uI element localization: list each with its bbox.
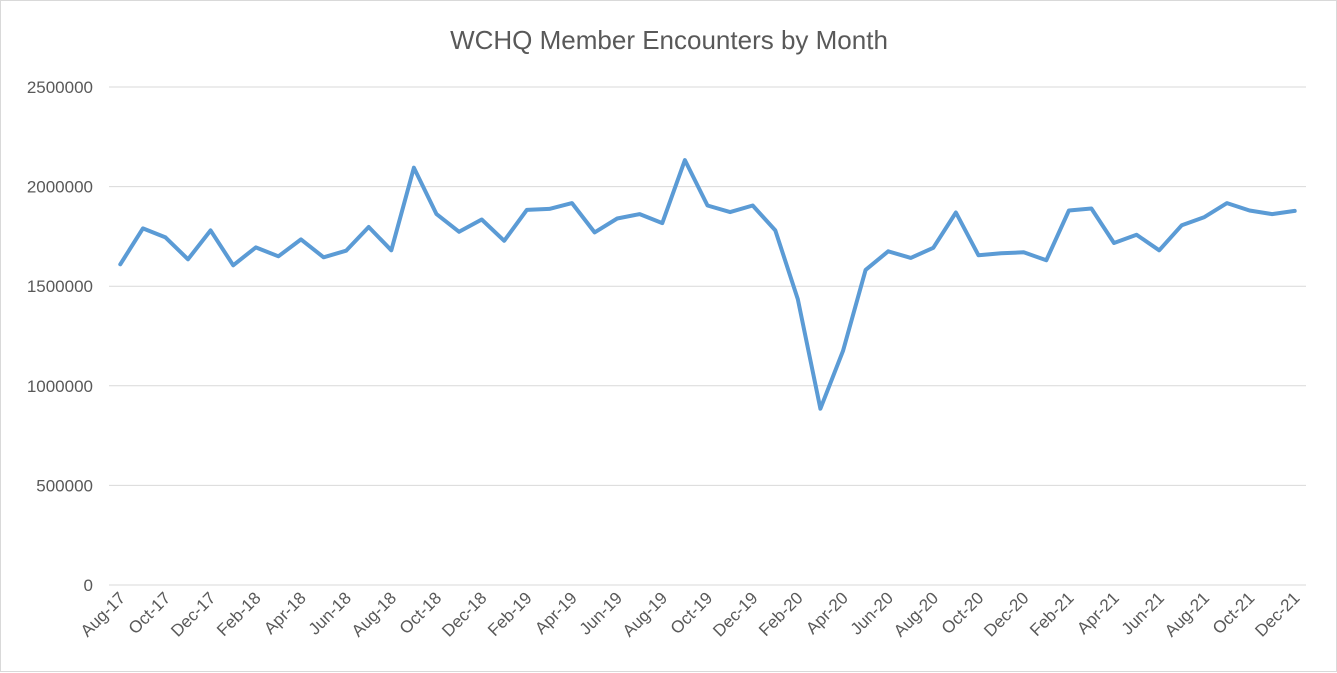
x-tick-label: Jun-18 bbox=[305, 588, 355, 638]
y-tick-label: 1000000 bbox=[27, 377, 93, 396]
y-tick-label: 1500000 bbox=[27, 277, 93, 296]
x-tick-label: Aug-18 bbox=[348, 588, 400, 640]
y-axis-ticks: 0 500000 1000000 1500000 2000000 2500000 bbox=[27, 78, 93, 595]
x-tick-label: Aug-21 bbox=[1161, 588, 1213, 640]
x-tick-label: Aug-20 bbox=[890, 588, 942, 640]
series-line bbox=[118, 158, 1297, 411]
x-tick-label: Aug-19 bbox=[619, 588, 671, 640]
x-tick-label: Oct-17 bbox=[125, 588, 175, 638]
x-tick-label: Apr-18 bbox=[260, 588, 310, 638]
x-tick-label: Jun-19 bbox=[576, 588, 626, 638]
x-tick-label: Dec-17 bbox=[167, 588, 219, 640]
chart-title: WCHQ Member Encounters by Month bbox=[450, 25, 888, 55]
x-tick-label: Feb-21 bbox=[1026, 588, 1078, 640]
x-tick-label: Feb-19 bbox=[484, 588, 536, 640]
y-tick-label: 2500000 bbox=[27, 78, 93, 97]
x-tick-label: Apr-21 bbox=[1073, 588, 1123, 638]
x-tick-label: Oct-18 bbox=[396, 588, 446, 638]
x-tick-label: Oct-21 bbox=[1209, 588, 1259, 638]
x-tick-label: Apr-20 bbox=[802, 588, 852, 638]
x-tick-label: Aug-17 bbox=[77, 588, 129, 640]
x-tick-label: Jun-21 bbox=[1118, 588, 1168, 638]
x-tick-label: Dec-19 bbox=[709, 588, 761, 640]
x-tick-label: Dec-20 bbox=[980, 588, 1032, 640]
gridlines bbox=[109, 86, 1306, 586]
y-tick-label: 500000 bbox=[36, 476, 93, 495]
x-tick-label: Oct-20 bbox=[938, 588, 988, 638]
x-tick-label: Feb-20 bbox=[755, 588, 807, 640]
x-axis-ticks: Aug-17Oct-17Dec-17Feb-18Apr-18Jun-18Aug-… bbox=[77, 588, 1304, 640]
x-tick-label: Jun-20 bbox=[847, 588, 897, 638]
x-tick-label: Feb-18 bbox=[213, 588, 265, 640]
x-tick-label: Apr-19 bbox=[531, 588, 581, 638]
x-tick-label: Oct-19 bbox=[667, 588, 717, 638]
series-layer bbox=[118, 158, 1297, 411]
x-tick-label: Dec-21 bbox=[1251, 588, 1303, 640]
y-tick-label: 0 bbox=[84, 576, 93, 595]
y-tick-label: 2000000 bbox=[27, 178, 93, 197]
x-tick-label: Dec-18 bbox=[438, 588, 490, 640]
